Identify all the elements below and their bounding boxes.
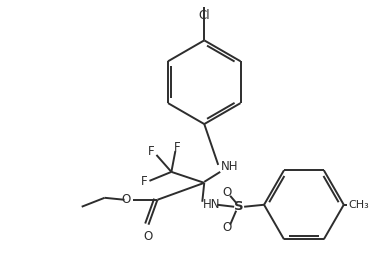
Text: CH₃: CH₃	[349, 200, 370, 210]
Text: NH: NH	[221, 160, 239, 173]
Text: O: O	[121, 193, 131, 206]
Text: O: O	[223, 221, 232, 234]
Text: Cl: Cl	[199, 9, 210, 22]
Text: O: O	[144, 230, 153, 243]
Text: F: F	[148, 145, 155, 158]
Text: HN: HN	[203, 198, 221, 211]
Text: S: S	[234, 200, 244, 213]
Text: O: O	[223, 186, 232, 199]
Text: F: F	[174, 142, 181, 155]
Text: F: F	[141, 175, 148, 188]
